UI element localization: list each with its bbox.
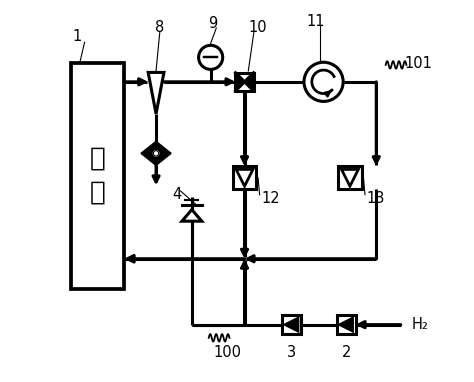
Text: H₂: H₂ xyxy=(412,317,429,332)
Polygon shape xyxy=(245,73,254,91)
Polygon shape xyxy=(148,73,164,114)
Polygon shape xyxy=(236,170,253,186)
Text: 100: 100 xyxy=(214,345,242,359)
Text: 电
堆: 电 堆 xyxy=(90,146,106,206)
Bar xyxy=(282,315,301,334)
Bar xyxy=(72,63,124,289)
Polygon shape xyxy=(141,141,156,165)
Circle shape xyxy=(304,62,343,101)
Text: 9: 9 xyxy=(208,16,217,31)
Circle shape xyxy=(154,151,159,156)
Polygon shape xyxy=(342,170,358,186)
Circle shape xyxy=(199,45,223,70)
Bar xyxy=(338,166,362,189)
Text: 10: 10 xyxy=(248,20,267,35)
Bar xyxy=(236,73,254,91)
Polygon shape xyxy=(236,73,245,91)
Text: 4: 4 xyxy=(172,187,182,202)
Bar xyxy=(337,315,356,334)
Polygon shape xyxy=(285,318,298,331)
Text: 13: 13 xyxy=(367,191,385,206)
Text: 2: 2 xyxy=(341,345,351,360)
Text: 11: 11 xyxy=(307,14,325,29)
Polygon shape xyxy=(156,141,171,165)
Polygon shape xyxy=(182,210,202,221)
Text: 1: 1 xyxy=(73,29,82,44)
Bar xyxy=(233,166,256,189)
Polygon shape xyxy=(340,318,353,331)
Text: 12: 12 xyxy=(262,191,280,206)
Text: 3: 3 xyxy=(287,345,296,360)
Text: 8: 8 xyxy=(155,20,164,35)
Text: 101: 101 xyxy=(404,55,432,71)
